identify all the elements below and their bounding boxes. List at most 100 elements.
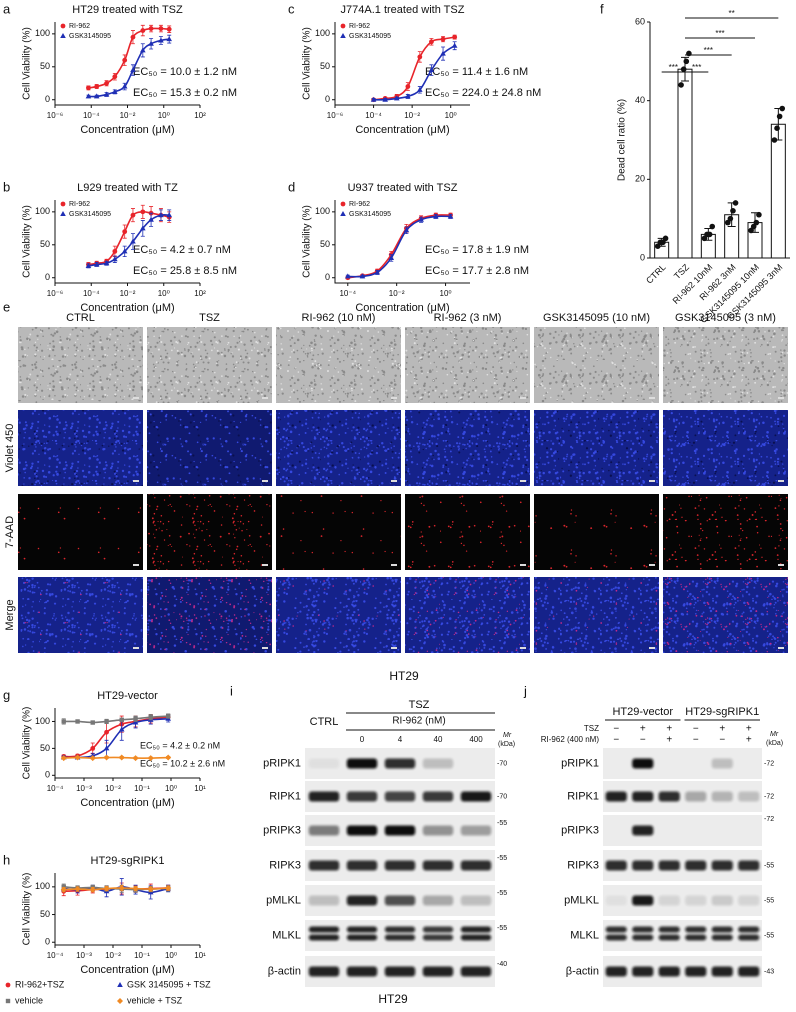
condition-sign: − — [613, 735, 619, 746]
legend-marker — [117, 982, 123, 987]
condition-sign: − — [693, 724, 699, 735]
data-point — [93, 93, 100, 99]
data-point — [771, 137, 778, 143]
panel-letter: e — [3, 299, 10, 314]
data-point — [701, 235, 708, 242]
ec50-label: EC₅₀ = 15.3 ± 0.2 nM — [133, 87, 237, 99]
blot-band — [632, 825, 654, 836]
blot-band — [685, 934, 707, 941]
blot-band — [605, 895, 627, 906]
x-axis-label: Concentration (μM) — [80, 964, 174, 976]
blot-band — [384, 791, 416, 802]
protein-label: pRIPK3 — [263, 824, 301, 836]
lane-label: 4 — [398, 735, 403, 744]
scale-bar — [133, 397, 139, 399]
data-point — [94, 84, 100, 89]
y-tick-label: 0 — [325, 272, 330, 282]
blot-band — [422, 934, 454, 941]
data-point — [165, 884, 172, 891]
axis — [54, 873, 200, 946]
x-tick-label: 10⁰ — [440, 289, 452, 298]
lane-label: CTRL — [310, 716, 339, 728]
y-tick-label: 0 — [640, 252, 645, 262]
mw-marker: -55 — [764, 897, 774, 904]
panel-letter: a — [3, 1, 11, 16]
y-tick-label: 0 — [45, 770, 50, 780]
data-point — [112, 256, 118, 262]
legend-label: RI-962 — [69, 23, 90, 30]
data-point — [706, 231, 713, 238]
data-point — [158, 212, 164, 218]
data-point — [104, 80, 109, 86]
blot-band — [711, 926, 733, 933]
y-tick-label: 0 — [45, 937, 50, 947]
data-point — [440, 50, 446, 56]
ec50-label: EC₅₀ = 10.0 ± 1.2 nM — [133, 66, 237, 78]
blot-strip — [603, 956, 762, 987]
chart-title: U937 treated with TSZ — [348, 182, 458, 194]
mw-marker: -55 — [497, 820, 507, 827]
data-point — [405, 84, 411, 89]
blot-band — [658, 860, 680, 871]
legend-marker — [60, 33, 66, 38]
x-tick-label: TSZ — [672, 262, 691, 281]
data-point — [756, 211, 762, 218]
column-label: GSK3145095 (3 nM) — [675, 312, 776, 324]
data-point — [74, 886, 81, 893]
data-point — [140, 225, 146, 231]
x-tick-label: 10⁰ — [165, 784, 177, 793]
data-point — [130, 34, 136, 40]
condition-sign: − — [640, 735, 646, 746]
x-tick-label: 10⁻² — [105, 951, 121, 960]
blot-band — [422, 895, 454, 906]
blot-band — [632, 758, 654, 769]
scale-bar — [778, 647, 784, 649]
blot-band — [308, 966, 340, 977]
data-point — [654, 243, 661, 249]
x-tick-label: 10⁻² — [120, 289, 136, 298]
data-point — [112, 74, 118, 80]
data-point — [730, 208, 736, 214]
x-tick-label: 10⁻³ — [76, 951, 92, 960]
protein-label: pRIPK1 — [263, 757, 301, 769]
data-point — [90, 720, 95, 725]
condition-sign: + — [666, 735, 672, 746]
x-tick-label: 10⁻⁶ — [327, 111, 343, 120]
bar — [677, 68, 693, 259]
blot-band — [460, 895, 492, 906]
data-point — [103, 745, 110, 751]
caption: HT29 — [378, 992, 408, 1006]
x-tick-label: 10⁻⁴ — [339, 289, 356, 298]
legend-marker — [340, 23, 346, 29]
data-point — [662, 235, 669, 242]
significance-label: *** — [669, 63, 678, 72]
blot-band — [460, 926, 492, 933]
y-tick-label: 40 — [635, 95, 645, 105]
mw-marker: -70 — [497, 760, 507, 767]
data-point — [148, 714, 153, 720]
data-point — [776, 113, 783, 120]
ec50-label: EC₅₀ = 17.7 ± 2.8 nM — [425, 265, 529, 277]
data-point — [403, 227, 410, 233]
blot-band — [738, 791, 760, 802]
blot-band — [658, 934, 680, 941]
y-axis-label: Cell Viability (%) — [22, 205, 33, 278]
lane-label: 400 — [469, 735, 483, 744]
ec50-label: EC₅₀ = 17.8 ± 1.9 nM — [425, 244, 529, 256]
y-axis-label: Cell Viability (%) — [22, 27, 33, 100]
blot-band — [460, 825, 492, 836]
scale-bar — [262, 647, 268, 649]
data-point — [61, 719, 66, 724]
micrograph — [663, 327, 788, 403]
ec50-label: EC₅₀ = 25.8 ± 8.5 nM — [133, 265, 237, 277]
blot-band — [685, 791, 707, 802]
scale-bar — [520, 480, 526, 482]
x-tick-label: 10⁻⁴ — [365, 111, 382, 120]
blot-band — [308, 758, 340, 769]
blot-band — [460, 860, 492, 871]
x-tick-label: 10⁻⁶ — [47, 289, 63, 298]
x-tick-label: 10⁻¹ — [134, 951, 150, 960]
condition-sign: + — [746, 724, 752, 735]
data-point — [709, 223, 716, 230]
data-point — [405, 93, 411, 99]
